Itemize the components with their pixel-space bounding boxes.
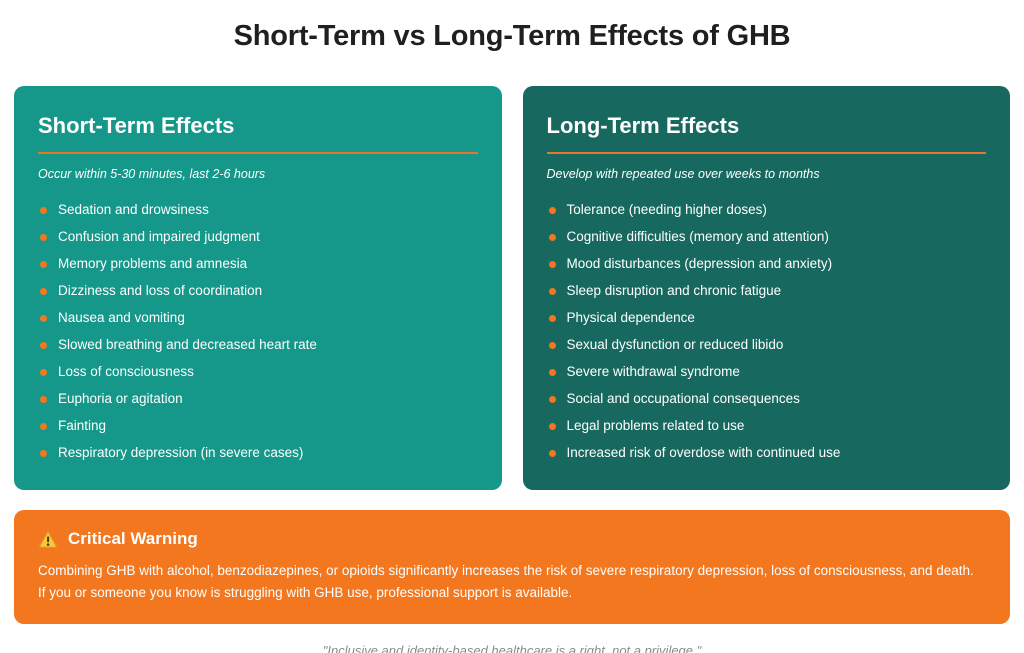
list-item: Mood disturbances (depression and anxiet… — [547, 250, 987, 277]
bullet-dot-icon — [40, 234, 47, 241]
effect-text: Social and occupational consequences — [566, 391, 800, 406]
list-item: Confusion and impaired judgment — [38, 223, 478, 250]
short-term-card: Short-Term Effects Occur within 5-30 min… — [14, 86, 502, 490]
list-item: Loss of consciousness — [38, 358, 478, 385]
effect-text: Loss of consciousness — [58, 364, 194, 379]
bullet-dot-icon — [548, 288, 556, 295]
bullet-dot-icon — [548, 396, 556, 403]
effect-text: Legal problems related to use — [566, 418, 745, 433]
effect-text: Severe withdrawal syndrome — [566, 364, 740, 379]
effect-text: Increased risk of overdose with continue… — [566, 445, 841, 460]
list-item: Cognitive difficulties (memory and atten… — [547, 223, 987, 250]
long-term-card: Long-Term Effects Develop with repeated … — [522, 86, 1010, 490]
list-item: Sleep disruption and chronic fatigue — [547, 277, 987, 304]
page-title: Short-Term vs Long-Term Effects of GHB — [233, 20, 791, 52]
list-item: Dizziness and loss of coordination — [38, 277, 478, 304]
bullet-dot-icon — [548, 207, 556, 214]
effect-text: Tolerance (needing higher doses) — [566, 202, 767, 217]
list-item: Nausea and vomiting — [38, 304, 478, 331]
bullet-dot-icon — [40, 288, 47, 295]
warning-triangle-icon — [38, 530, 58, 549]
list-item: Social and occupational consequences — [547, 385, 987, 412]
effect-text: Nausea and vomiting — [58, 310, 185, 325]
orange-divider — [38, 152, 478, 154]
list-item: Legal problems related to use — [547, 412, 987, 439]
bullet-dot-icon — [548, 234, 556, 241]
effect-text: Sleep disruption and chronic fatigue — [566, 283, 782, 298]
long-term-heading: Long-Term Effects — [546, 113, 740, 138]
bullet-dot-icon — [548, 315, 556, 322]
effect-text: Respiratory depression (in severe cases) — [58, 445, 304, 460]
list-item: Memory problems and amnesia — [38, 250, 478, 277]
bullet-dot-icon — [548, 342, 556, 349]
effect-text: Slowed breathing and decreased heart rat… — [58, 337, 317, 352]
effects-columns: Short-Term Effects Occur within 5-30 min… — [14, 86, 1010, 490]
list-item: Euphoria or agitation — [38, 385, 478, 412]
list-item: Sexual dysfunction or reduced libido — [547, 331, 987, 358]
list-item: Slowed breathing and decreased heart rat… — [38, 331, 478, 358]
list-item: Sedation and drowsiness — [38, 196, 478, 223]
list-item: Tolerance (needing higher doses) — [547, 196, 987, 223]
bullet-dot-icon — [40, 342, 47, 349]
list-item: Severe withdrawal syndrome — [547, 358, 987, 385]
bullet-dot-icon — [548, 369, 556, 376]
effect-text: Sexual dysfunction or reduced libido — [566, 337, 784, 352]
effect-text: Sedation and drowsiness — [58, 202, 209, 217]
effect-text: Confusion and impaired judgment — [58, 229, 260, 244]
bullet-dot-icon — [40, 396, 47, 403]
effect-text: Euphoria or agitation — [58, 391, 183, 406]
short-term-heading: Short-Term Effects — [38, 113, 235, 138]
list-item: Respiratory depression (in severe cases) — [38, 439, 478, 466]
list-item: Physical dependence — [547, 304, 987, 331]
effect-text: Fainting — [58, 418, 107, 433]
bullet-dot-icon — [548, 261, 556, 268]
bullet-dot-icon — [40, 261, 47, 268]
critical-warning-banner: Critical Warning Combining GHB with alco… — [14, 510, 1010, 624]
long-term-subtitle: Develop with repeated use over weeks to … — [546, 167, 820, 181]
warning-title: Critical Warning — [68, 529, 198, 548]
bullet-dot-icon — [548, 450, 556, 457]
effect-text: Memory problems and amnesia — [58, 256, 248, 271]
effect-text: Dizziness and loss of coordination — [58, 283, 263, 298]
effect-text: Physical dependence — [566, 310, 695, 325]
bullet-dot-icon — [40, 315, 47, 322]
warning-header: Critical Warning — [38, 529, 986, 549]
orange-divider — [546, 152, 986, 154]
short-term-subtitle: Occur within 5-30 minutes, last 2-6 hour… — [38, 167, 266, 181]
bullet-dot-icon — [40, 450, 47, 457]
bullet-dot-icon — [40, 423, 47, 430]
bullet-dot-icon — [40, 207, 47, 214]
list-item: Increased risk of overdose with continue… — [547, 439, 987, 466]
effect-text: Cognitive difficulties (memory and atten… — [566, 229, 829, 244]
long-term-effects-list: Tolerance (needing higher doses) Cogniti… — [547, 196, 987, 466]
bullet-dot-icon — [40, 369, 47, 376]
effect-text: Mood disturbances (depression and anxiet… — [566, 256, 833, 271]
footer-quote: "Inclusive and identity-based healthcare… — [322, 643, 702, 653]
warning-body: Combining GHB with alcohol, benzodiazepi… — [38, 563, 974, 600]
bullet-dot-icon — [548, 423, 556, 430]
list-item: Fainting — [38, 412, 478, 439]
short-term-effects-list: Sedation and drowsiness Confusion and im… — [38, 196, 478, 466]
